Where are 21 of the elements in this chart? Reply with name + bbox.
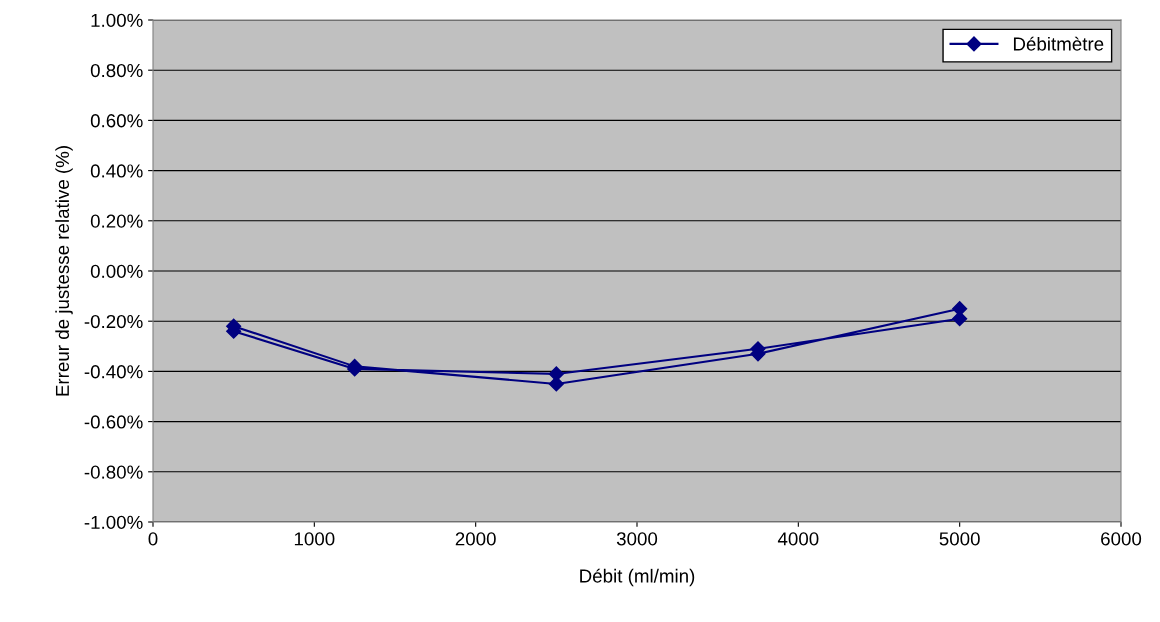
y-tick-label: 0.40% <box>90 164 143 178</box>
y-tick-label: 0.20% <box>90 214 143 228</box>
legend-label: Débitmètre <box>1013 36 1104 51</box>
x-tick-label: 0 <box>148 532 158 546</box>
y-tick-label: 0.60% <box>90 114 143 128</box>
x-axis-title: Débit (ml/min) <box>580 568 695 587</box>
x-tick-label: 4000 <box>777 532 819 546</box>
y-tick-label: -0.60% <box>84 415 143 429</box>
y-tick-label: 1.00% <box>91 13 143 27</box>
x-tick-label: 1000 <box>294 532 335 546</box>
y-tick-label: -0.80% <box>84 465 143 479</box>
y-axis-title: Erreur de justesse relative (%) <box>55 146 73 396</box>
y-tick-label: -0.40% <box>84 365 143 379</box>
y-tick-label: -1.00% <box>84 515 143 529</box>
y-tick-label: 0.00% <box>90 264 143 278</box>
x-tick-label: 5000 <box>939 532 980 546</box>
y-tick-label: -0.20% <box>84 314 143 329</box>
x-tick-label: 2000 <box>455 532 496 546</box>
x-tick-label: 3000 <box>616 532 658 546</box>
y-tick-label: 0.80% <box>90 63 143 78</box>
x-tick-label: 6000 <box>1101 532 1142 546</box>
